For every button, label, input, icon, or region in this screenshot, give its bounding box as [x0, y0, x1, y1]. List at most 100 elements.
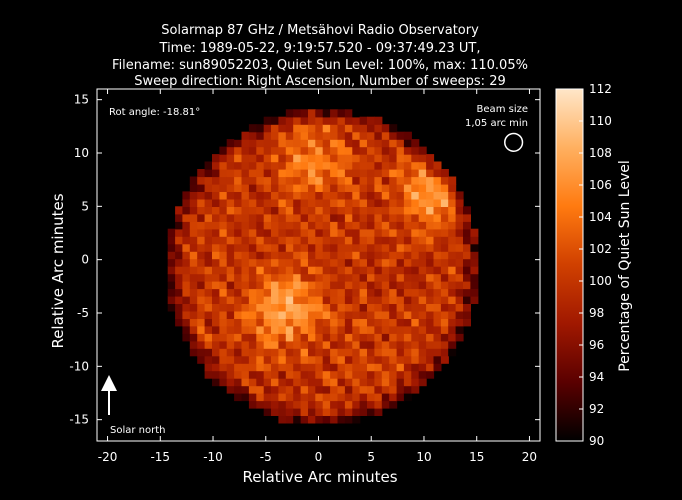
disk-cell	[256, 243, 265, 252]
disk-cell	[396, 251, 405, 260]
disk-cell	[426, 310, 435, 319]
disk-cell	[256, 124, 265, 133]
disk-cell	[248, 251, 257, 260]
disk-cell	[271, 281, 279, 290]
disk-cell	[271, 370, 279, 379]
disk-cell	[315, 176, 324, 185]
disk-cell	[278, 400, 287, 409]
disk-cell	[330, 183, 339, 192]
disk-cell	[241, 176, 250, 185]
disk-cell	[433, 228, 442, 237]
disk-cell	[212, 228, 220, 237]
disk-cell	[440, 198, 449, 207]
disk-cell	[403, 333, 412, 342]
disk-cell	[308, 124, 316, 133]
disk-cell	[241, 348, 250, 357]
colorbar-tick-label: 98	[589, 306, 604, 320]
disk-cell	[337, 124, 346, 133]
disk-cell	[308, 318, 316, 327]
disk-cell	[396, 191, 405, 200]
disk-cell	[455, 221, 464, 230]
disk-cell	[396, 161, 405, 170]
disk-cell	[271, 206, 279, 215]
disk-cell	[381, 325, 390, 334]
disk-cell	[337, 169, 346, 178]
disk-cell	[234, 281, 243, 290]
disk-cell	[352, 273, 361, 282]
disk-cell	[411, 363, 420, 372]
disk-cell	[197, 221, 206, 230]
disk-cell	[256, 183, 265, 192]
disk-cell	[189, 198, 198, 207]
disk-cell	[256, 363, 265, 372]
disk-cell	[315, 124, 324, 133]
disk-cell	[226, 348, 235, 357]
disk-cell	[433, 273, 442, 282]
disk-cell	[248, 131, 257, 140]
disk-cell	[330, 176, 339, 185]
disk-cell	[381, 251, 390, 260]
disk-cell	[381, 400, 390, 409]
disk-cell	[367, 288, 375, 297]
disk-cell	[285, 221, 294, 230]
disk-cell	[241, 266, 250, 275]
disk-cell	[344, 131, 353, 140]
disk-cell	[197, 325, 206, 334]
disk-cell	[367, 258, 375, 267]
disk-cell	[241, 281, 250, 290]
disk-cell	[308, 198, 316, 207]
disk-cell	[337, 325, 346, 334]
disk-cell	[285, 124, 294, 133]
disk-cell	[308, 236, 316, 245]
disk-cell	[300, 221, 309, 230]
disk-cell	[367, 385, 375, 394]
disk-cell	[381, 281, 390, 290]
disk-cell	[403, 281, 412, 290]
disk-cell	[330, 146, 339, 155]
disk-cell	[300, 281, 309, 290]
y-tick-label: 10	[74, 146, 89, 160]
disk-cell	[278, 288, 287, 297]
disk-cell	[234, 318, 243, 327]
disk-cell	[212, 251, 220, 260]
disk-cell	[285, 131, 294, 140]
disk-cell	[367, 228, 375, 237]
disk-cell	[411, 139, 420, 148]
disk-cell	[418, 295, 427, 304]
disk-cell	[381, 161, 390, 170]
disk-cell	[219, 176, 228, 185]
disk-cell	[293, 176, 302, 185]
disk-cell	[241, 213, 250, 222]
disk-cell	[455, 191, 464, 200]
disk-cell	[403, 288, 412, 297]
disk-cell	[389, 124, 398, 133]
disk-cell	[448, 288, 457, 297]
disk-cell	[344, 393, 353, 402]
disk-cell	[433, 266, 442, 275]
disk-cell	[440, 183, 449, 192]
disk-cell	[367, 236, 375, 245]
disk-cell	[300, 198, 309, 207]
disk-cell	[374, 281, 383, 290]
disk-cell	[271, 161, 279, 170]
disk-cell	[418, 206, 427, 215]
disk-cell	[389, 288, 398, 297]
disk-cell	[285, 198, 294, 207]
disk-cell	[212, 325, 220, 334]
disk-cell	[367, 139, 375, 148]
disk-cell	[226, 303, 235, 312]
disk-cell	[403, 295, 412, 304]
disk-cell	[315, 340, 324, 349]
disk-cell	[315, 400, 324, 409]
disk-cell	[256, 236, 265, 245]
disk-cell	[330, 318, 339, 327]
disk-cell	[175, 266, 184, 275]
disk-cell	[219, 340, 228, 349]
disk-cell	[212, 370, 220, 379]
disk-cell	[330, 258, 339, 267]
disk-cell	[308, 370, 316, 379]
disk-cell	[352, 154, 361, 163]
x-tick-label: 15	[469, 450, 484, 464]
disk-cell	[248, 198, 257, 207]
disk-cell	[315, 355, 324, 364]
